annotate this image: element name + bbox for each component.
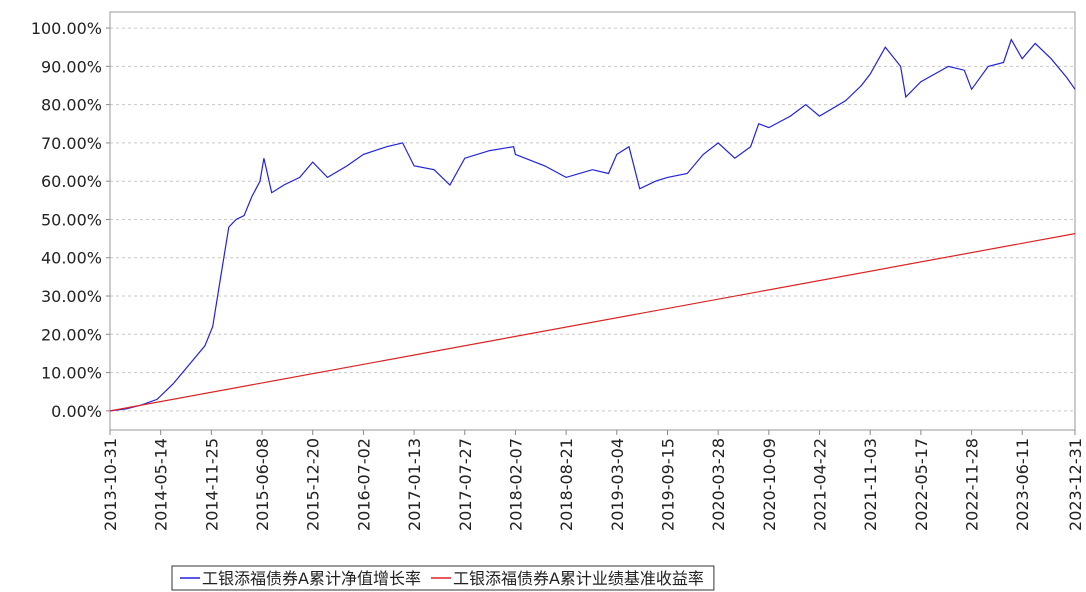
y-tick-label: 100.00%: [31, 19, 102, 38]
y-tick-label: 50.00%: [41, 210, 102, 229]
data-line: [109, 233, 1076, 412]
y-tick-label: 20.00%: [41, 325, 102, 344]
y-tick-label: 10.00%: [41, 364, 102, 383]
y-tick-label: 80.00%: [41, 96, 102, 115]
data-line: [109, 38, 1076, 412]
x-tick-label: 2016-07-02: [354, 438, 373, 531]
y-tick-label: 40.00%: [41, 249, 102, 268]
y-tick-label: 0.00%: [51, 402, 102, 421]
x-tick-label: 2023-12-31: [1066, 438, 1085, 531]
x-tick-label: 2014-05-14: [152, 438, 171, 531]
x-tick-label: 2020-10-09: [760, 438, 779, 531]
legend-label: 工银添福债券A累计净值增长率: [202, 569, 421, 588]
x-tick-label: 2019-09-15: [658, 438, 677, 531]
x-tick-label: 2014-11-25: [202, 438, 221, 531]
x-tick-label: 2018-08-21: [557, 438, 576, 531]
x-tick-label: 2021-11-03: [861, 438, 880, 531]
y-tick-label: 60.00%: [41, 172, 102, 191]
x-tick-label: 2019-03-04: [608, 438, 627, 531]
x-tick-label: 2021-04-22: [811, 438, 830, 531]
y-tick-label: 90.00%: [41, 57, 102, 76]
x-tick-label: 2022-11-28: [963, 438, 982, 531]
y-tick-label: 70.00%: [41, 134, 102, 153]
x-tick-label: 2020-03-28: [709, 438, 728, 531]
plot-frame: [109, 11, 1076, 431]
x-tick-label: 2015-06-08: [253, 438, 272, 531]
x-tick-label: 2017-01-13: [405, 438, 424, 531]
x-tick-label: 2022-05-17: [912, 438, 931, 531]
legend: 工银添福债券A累计净值增长率 工银添福债券A累计业绩基准收益率: [171, 565, 715, 591]
x-tick-label: 2023-06-11: [1013, 438, 1032, 531]
legend-label: 工银添福债券A累计业绩基准收益率: [453, 569, 704, 588]
y-tick-label: 30.00%: [41, 287, 102, 306]
x-tick-label: 2013-10-31: [101, 438, 120, 531]
x-tick-label: 2018-02-07: [506, 438, 525, 531]
x-tick-label: 2017-07-27: [456, 438, 475, 531]
x-tick-label: 2015-12-20: [304, 438, 323, 531]
legend-box: [171, 565, 715, 591]
